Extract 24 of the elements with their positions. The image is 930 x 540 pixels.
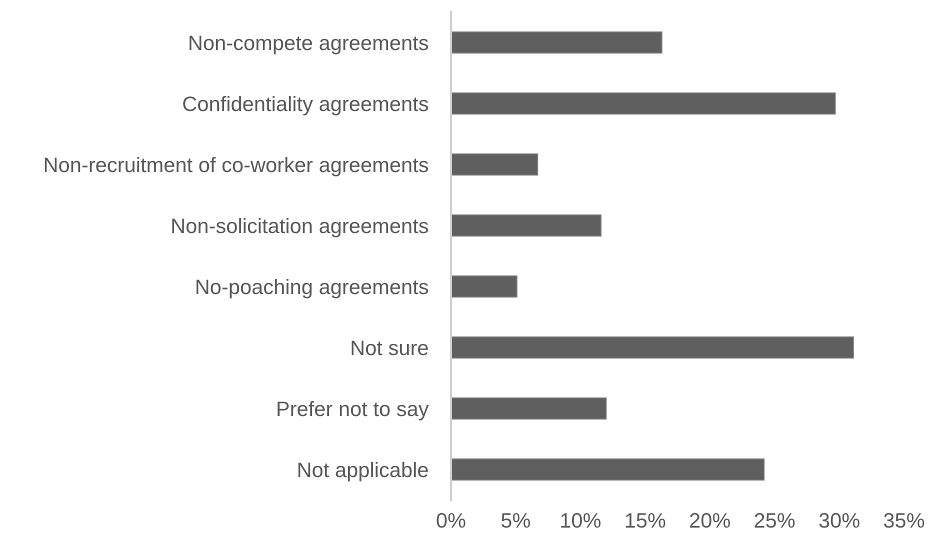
x-tick-label: 35% (884, 513, 924, 528)
bar (451, 397, 607, 420)
y-tick-label: Non-compete agreements (190, 36, 428, 54)
y-tick-label: No-poaching agreements (196, 278, 428, 298)
bar (451, 92, 836, 115)
y-tick-label: Confidentiality agreements (183, 96, 428, 116)
y-tick-label: Non-recruitment of co-worker agreements (44, 156, 428, 176)
bar (451, 214, 602, 237)
bar (451, 31, 662, 54)
bar (451, 275, 518, 298)
x-tick-label: 20% (690, 513, 730, 528)
y-tick-label: Not applicable (298, 462, 428, 482)
y-tick-label: Not sure (352, 340, 428, 356)
y-tick-label: Non-solicitation agreements (172, 218, 428, 238)
x-tick-label: 5% (501, 513, 530, 528)
y-tick-label: Prefer not to say (278, 400, 429, 420)
bar (451, 458, 765, 481)
x-tick-label: 25% (754, 513, 795, 528)
x-tick-label: 15% (626, 513, 666, 528)
bar (451, 153, 538, 176)
x-tick-label: 0% (436, 513, 466, 528)
bar (451, 336, 854, 359)
x-tick-label: 30% (819, 513, 860, 528)
x-tick-label: 10% (561, 513, 601, 528)
